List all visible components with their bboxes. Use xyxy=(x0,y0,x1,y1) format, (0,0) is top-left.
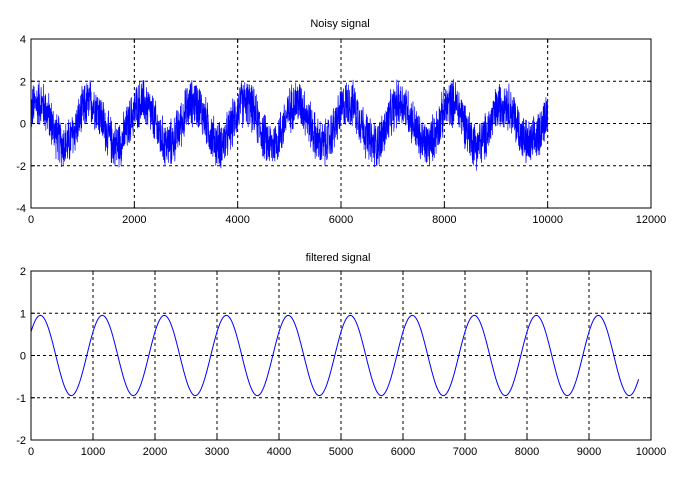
noisy-signal-y-tick-label: 4 xyxy=(20,34,26,46)
noisy-signal-line xyxy=(30,79,549,171)
noisy-signal-axes: Noisy signal 0 2000 4000 6000 8000 10000 12000… xyxy=(16,18,666,226)
filtered-signal-y-tick-label: 2 xyxy=(20,266,26,278)
noisy-signal-y-tick-label: -4 xyxy=(16,203,26,215)
noisy-signal-x-tick-label: 4000 xyxy=(225,214,249,226)
filtered-signal-y-tick-label: -2 xyxy=(16,435,26,447)
filtered-signal-axes: filtered signal 0 1000 2000 3000 4000 5000 600… xyxy=(16,252,666,458)
noisy-signal-x-tick-label: 0 xyxy=(28,214,34,226)
noisy-signal-y-tick-labels: 4 2 0 -2 -4 xyxy=(16,34,26,215)
noisy-signal-y-tick-label: -2 xyxy=(16,161,26,173)
filtered-signal-x-tick-label: 7000 xyxy=(453,446,477,458)
noisy-signal-x-tick-label: 8000 xyxy=(432,214,456,226)
filtered-signal-y-tick-label: 0 xyxy=(20,351,26,363)
filtered-signal-x-tick-label: 0 xyxy=(28,446,34,458)
noisy-signal-y-tick-label: 2 xyxy=(20,76,26,88)
filtered-signal-ticks xyxy=(30,270,652,441)
filtered-signal-x-tick-label: 3000 xyxy=(205,446,229,458)
filtered-signal-x-tick-label: 1000 xyxy=(81,446,105,458)
noisy-signal-x-tick-label: 10000 xyxy=(532,214,563,226)
noisy-signal-x-tick-labels: 0 2000 4000 6000 8000 10000 12000 xyxy=(28,214,666,226)
filtered-signal-x-tick-label: 2000 xyxy=(143,446,167,458)
filtered-signal-line xyxy=(30,314,640,397)
noisy-signal-y-tick-label: 0 xyxy=(20,119,26,131)
noisy-signal-title: Noisy signal xyxy=(310,18,369,30)
filtered-signal-series xyxy=(30,314,640,397)
filtered-signal-x-tick-label: 6000 xyxy=(391,446,415,458)
filtered-signal-y-tick-label: 1 xyxy=(20,308,26,320)
noisy-signal-x-tick-label: 6000 xyxy=(329,214,353,226)
filtered-signal-x-tick-label: 4000 xyxy=(267,446,291,458)
filtered-signal-y-tick-labels: 2 1 0 -1 -2 xyxy=(16,266,26,447)
filtered-signal-x-tick-label: 5000 xyxy=(329,446,353,458)
noisy-signal-ticks xyxy=(30,38,652,209)
noisy-signal-x-tick-label: 12000 xyxy=(636,214,667,226)
filtered-signal-x-tick-labels: 0 1000 2000 3000 4000 5000 6000 7000 8000 9000 100… xyxy=(28,446,666,458)
filtered-signal-x-tick-label: 10000 xyxy=(636,446,667,458)
filtered-signal-grid xyxy=(31,271,651,440)
filtered-signal-x-tick-label: 8000 xyxy=(515,446,539,458)
noisy-signal-x-tick-label: 2000 xyxy=(122,214,146,226)
filtered-signal-title: filtered signal xyxy=(306,252,371,264)
filtered-signal-x-tick-label: 9000 xyxy=(577,446,601,458)
noisy-signal-series xyxy=(30,79,549,171)
filtered-signal-y-tick-label: -1 xyxy=(16,393,26,405)
